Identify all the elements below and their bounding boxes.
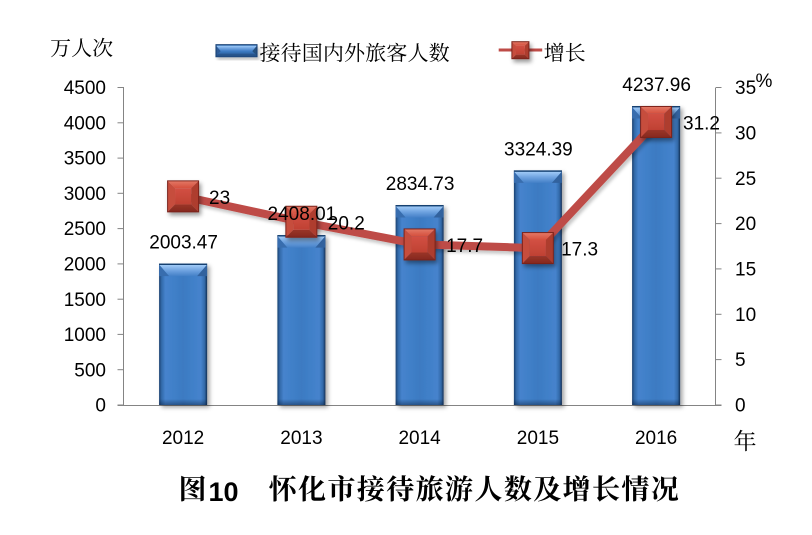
- svg-text:2000: 2000: [64, 255, 106, 276]
- svg-text:3500: 3500: [64, 149, 106, 170]
- svg-text:3324.39: 3324.39: [504, 140, 573, 161]
- svg-text:31.2: 31.2: [683, 114, 720, 135]
- svg-text:2834.73: 2834.73: [386, 174, 455, 195]
- svg-text:17.3: 17.3: [561, 240, 598, 261]
- svg-text:0: 0: [735, 396, 746, 417]
- svg-text:20.2: 20.2: [328, 213, 365, 234]
- svg-text:2015: 2015: [517, 428, 559, 449]
- svg-text:4000: 4000: [64, 113, 106, 134]
- svg-text:2500: 2500: [64, 219, 106, 240]
- svg-text:2003.47: 2003.47: [149, 233, 218, 254]
- svg-text:10: 10: [735, 305, 756, 326]
- svg-text:2014: 2014: [398, 428, 441, 449]
- svg-text:2013: 2013: [280, 428, 322, 449]
- svg-text:30: 30: [735, 124, 756, 145]
- svg-text:35: 35: [735, 78, 756, 99]
- svg-text:1500: 1500: [64, 290, 106, 311]
- svg-text:4237.96: 4237.96: [622, 75, 691, 96]
- svg-text:2016: 2016: [635, 428, 677, 449]
- svg-text:25: 25: [735, 169, 756, 190]
- svg-text:2012: 2012: [162, 428, 204, 449]
- svg-text:500: 500: [74, 360, 106, 381]
- svg-text:23: 23: [209, 188, 230, 209]
- svg-text:3000: 3000: [64, 184, 106, 205]
- svg-text:20: 20: [735, 214, 756, 235]
- svg-text:5: 5: [735, 350, 746, 371]
- svg-text:%: %: [756, 71, 773, 92]
- svg-text:4500: 4500: [64, 78, 106, 99]
- svg-text:10: 10: [209, 477, 239, 507]
- svg-text:2408.01: 2408.01: [268, 204, 337, 225]
- svg-text:1000: 1000: [64, 325, 106, 346]
- svg-text:0: 0: [95, 396, 106, 417]
- svg-text:17.7: 17.7: [446, 236, 483, 257]
- svg-text:15: 15: [735, 260, 756, 281]
